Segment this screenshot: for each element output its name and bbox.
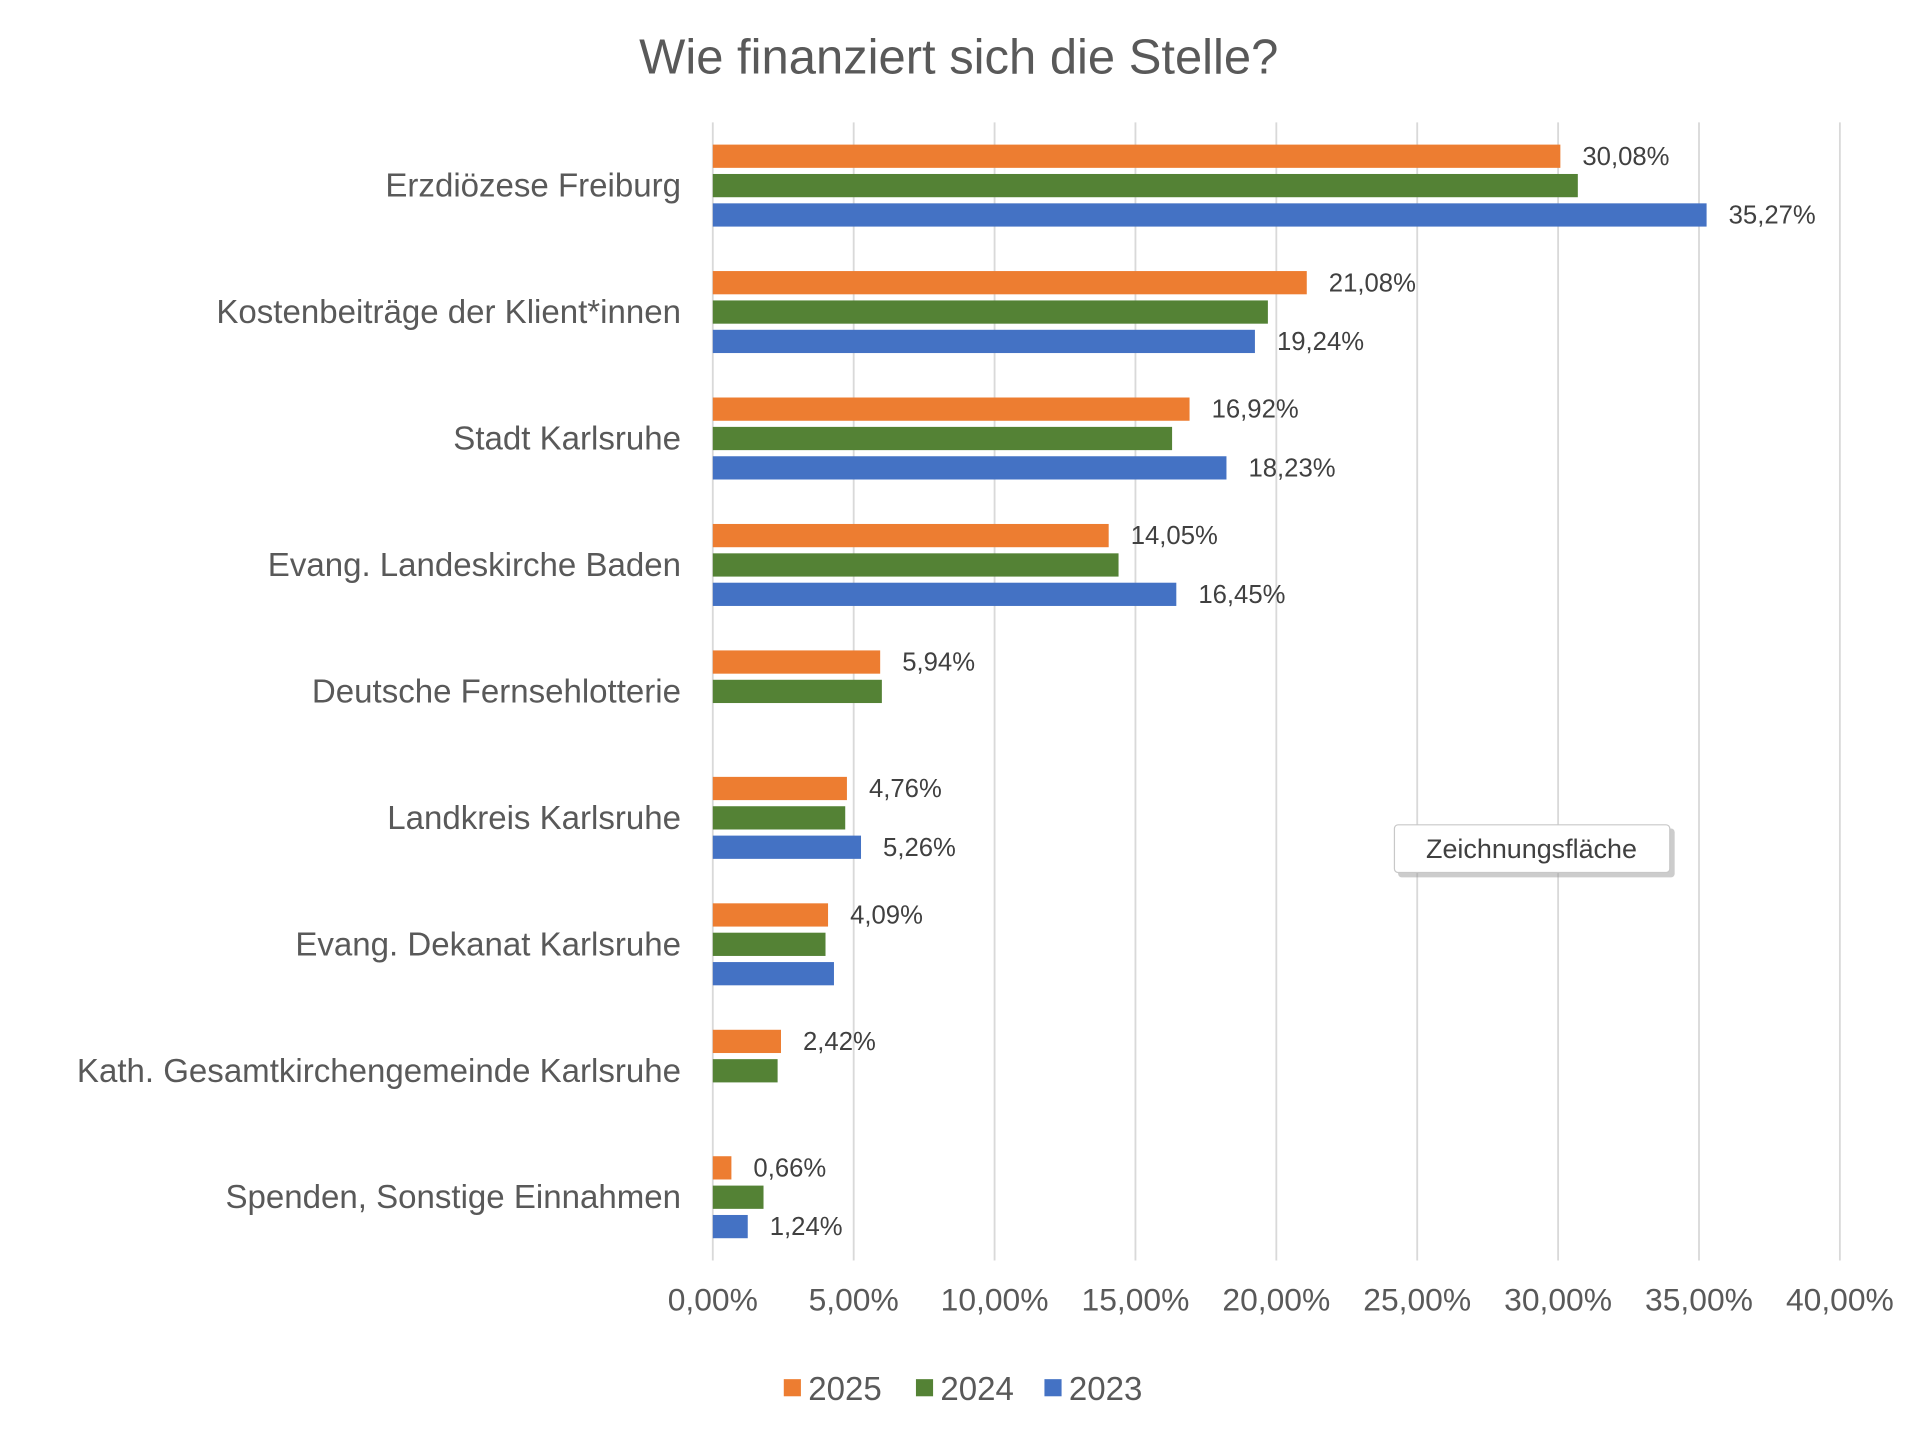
category-label: Spenden, Sonstige Einnahmen: [226, 1179, 681, 1216]
bar-2023: [712, 456, 1227, 480]
category-label: Deutsche Fernsehlotterie: [312, 673, 681, 710]
bar-2025: [712, 523, 1109, 548]
legend-swatch: [783, 1379, 801, 1397]
x-tick-label: 20,00%: [1222, 1282, 1330, 1318]
legend-item-2025[interactable]: 2025: [783, 1371, 882, 1408]
bar-2024: [712, 932, 826, 956]
x-tick-label: 25,00%: [1363, 1282, 1471, 1318]
x-tick-label: 0,00%: [668, 1282, 758, 1318]
data-label: 1,24%: [770, 1213, 843, 1241]
category-label: Erzdiözese Freiburg: [385, 168, 681, 205]
data-label: 19,24%: [1277, 328, 1364, 356]
bar-2023: [712, 1214, 748, 1239]
legend-item-2023[interactable]: 2023: [1044, 1371, 1142, 1408]
bar-2023: [712, 329, 1255, 354]
data-label: 16,45%: [1198, 581, 1285, 609]
data-label: 21,08%: [1329, 269, 1416, 297]
data-label: 4,76%: [869, 775, 942, 803]
bar-2024: [712, 173, 1578, 198]
x-tick-label: 35,00%: [1645, 1282, 1753, 1318]
data-label: 35,27%: [1729, 202, 1816, 230]
bar-2023: [712, 962, 834, 986]
data-labels: 30,08% 35,27% 21,08% 19,24% 16,92% 18,23% 14,0…: [753, 143, 1815, 1241]
x-axis-ticks: 0,00% 5,00% 10,00% 15,00% 20,00% 25,00% 30,00%…: [668, 1282, 1894, 1318]
chart-title: Wie finanziert sich die Stelle?: [639, 30, 1278, 84]
bars: [712, 144, 1707, 1239]
legend-label: 2024: [940, 1371, 1013, 1408]
bar-2023: [712, 203, 1707, 227]
legend-swatch: [1044, 1379, 1062, 1397]
legend-label: 2023: [1069, 1371, 1142, 1408]
legend-item-2024[interactable]: 2024: [915, 1371, 1014, 1408]
data-label: 4,09%: [850, 902, 923, 930]
bar-2025: [712, 271, 1307, 295]
data-label: 0,66%: [753, 1154, 826, 1182]
tooltip-text: Zeichnungsfläche: [1426, 834, 1637, 864]
x-tick-label: 10,00%: [941, 1282, 1049, 1318]
bar-2025: [712, 144, 1561, 168]
bar-2025: [712, 903, 829, 927]
bar-2025: [712, 1156, 732, 1180]
category-label: Evang. Landeskirche Baden: [268, 547, 681, 584]
bar-2023: [712, 835, 862, 859]
x-tick-label: 40,00%: [1786, 1282, 1894, 1318]
x-tick-label: 15,00%: [1082, 1282, 1190, 1318]
data-label: 2,42%: [803, 1028, 876, 1056]
data-label: 18,23%: [1248, 454, 1335, 482]
plot-area-tooltip: Zeichnungsfläche: [1393, 824, 1675, 878]
bar-2024: [712, 426, 1173, 451]
bar-2024: [712, 300, 1268, 324]
data-label: 14,05%: [1131, 522, 1218, 550]
category-label: Stadt Karlsruhe: [453, 421, 681, 458]
category-label: Kostenbeiträge der Klient*innen: [216, 294, 681, 331]
legend[interactable]: 2025 2024 2023: [783, 1371, 1143, 1408]
bar-2024: [712, 553, 1119, 577]
category-label: Kath. Gesamtkirchengemeinde Karlsruhe: [77, 1053, 681, 1090]
bar-2025: [712, 776, 847, 801]
data-label: 5,26%: [883, 834, 956, 862]
bar-2024: [712, 679, 882, 704]
legend-swatch: [915, 1379, 934, 1397]
bar-2024: [712, 1059, 778, 1083]
data-label: 30,08%: [1582, 143, 1669, 171]
category-labels: Erzdiözese Freiburg Kostenbeiträge der Kl…: [77, 168, 681, 1217]
bar-2025: [712, 1029, 781, 1054]
bar-2024: [712, 1185, 764, 1209]
x-tick-label: 30,00%: [1504, 1282, 1612, 1318]
legend-label: 2025: [808, 1371, 881, 1408]
category-label: Evang. Dekanat Karlsruhe: [295, 926, 681, 963]
category-label: Landkreis Karlsruhe: [387, 800, 681, 837]
bar-2023: [712, 582, 1177, 606]
bar-2024: [712, 806, 846, 830]
data-label: 16,92%: [1212, 396, 1299, 424]
bar-2025: [712, 397, 1190, 421]
bar-2025: [712, 650, 881, 674]
data-label: 5,94%: [902, 649, 975, 677]
x-tick-label: 5,00%: [809, 1282, 899, 1318]
